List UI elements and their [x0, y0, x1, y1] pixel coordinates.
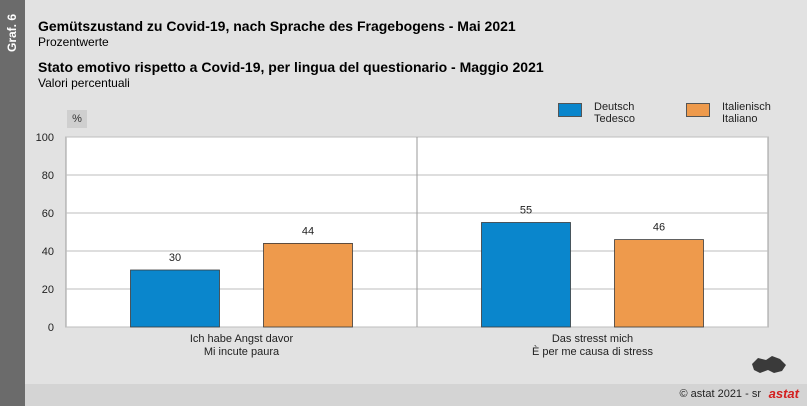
title-de: Gemütszustand zu Covid-19, nach Sprache …	[38, 18, 516, 34]
subtitle-de: Prozentwerte	[38, 35, 109, 49]
data-label: 30	[169, 252, 181, 264]
bar-1-0	[481, 222, 571, 328]
legend-label-italienisch: Italienisch	[722, 101, 771, 113]
side-strip	[0, 0, 25, 406]
bar-0-0	[130, 269, 220, 328]
data-label: 44	[302, 225, 314, 237]
x-tick-label: È per me causa di stress	[532, 345, 654, 358]
legend-label-tedesco: Tedesco	[594, 113, 635, 125]
data-label: 46	[653, 222, 665, 234]
astat-logo: astat	[768, 386, 799, 401]
legend-swatch-italienisch	[686, 103, 710, 117]
footer-bar	[25, 384, 807, 406]
unit-label: %	[67, 110, 87, 128]
y-tick-label: 20	[42, 284, 54, 296]
y-tick-label: 0	[48, 322, 54, 334]
x-tick-label: Ich habe Angst davor	[190, 333, 294, 345]
y-tick-label: 80	[42, 170, 54, 182]
copyright-text: © astat 2021 - sr	[679, 388, 761, 400]
legend-item-italienisch: Italienisch Italiano	[686, 101, 771, 125]
legend-item-deutsch: Deutsch Tedesco	[558, 101, 635, 125]
data-label: 55	[520, 205, 532, 217]
logo-mark	[752, 356, 786, 373]
legend-label-deutsch: Deutsch	[594, 101, 635, 113]
subtitle-it: Valori percentuali	[38, 76, 130, 90]
bar-1-1	[614, 239, 704, 328]
legend-swatch-deutsch	[558, 103, 582, 117]
bar-0-1	[263, 242, 353, 328]
y-tick-label: 40	[42, 246, 54, 258]
legend-label-italiano: Italiano	[722, 113, 758, 125]
y-tick-label: 60	[42, 208, 54, 220]
x-tick-label: Das stresst mich	[552, 333, 633, 345]
x-tick-label: Mi incute paura	[204, 346, 280, 358]
titles: Gemütszustand zu Covid-19, nach Sprache …	[38, 18, 544, 90]
title-it: Stato emotivo rispetto a Covid-19, per l…	[38, 59, 544, 75]
y-tick-label: 100	[36, 132, 54, 144]
